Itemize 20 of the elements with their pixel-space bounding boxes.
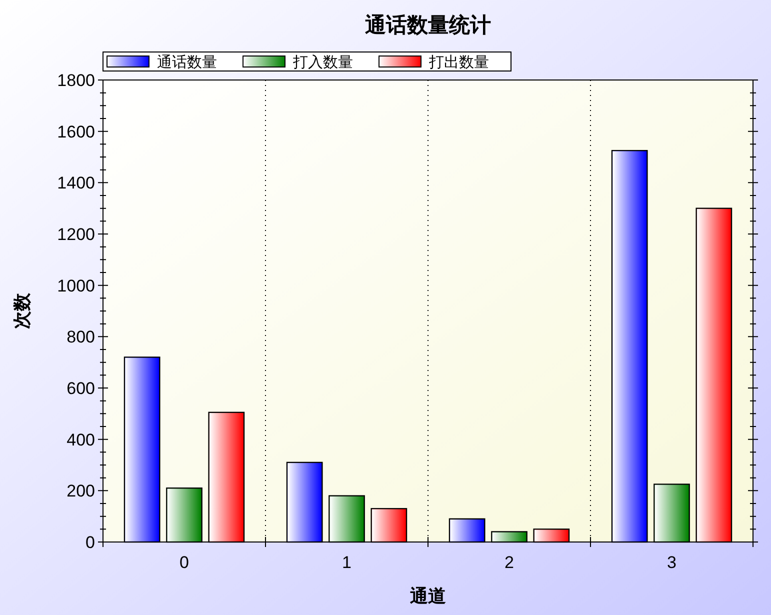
chart-title: 通话数量统计 — [364, 13, 491, 37]
y-tick-label: 1000 — [57, 276, 95, 296]
y-tick-label: 0 — [86, 533, 95, 552]
y-tick-label: 1200 — [57, 225, 95, 244]
y-tick-label: 400 — [66, 430, 95, 450]
y-tick-label: 200 — [66, 482, 95, 501]
y-tick-label: 800 — [66, 328, 95, 347]
y-tick-label: 1800 — [57, 71, 95, 90]
y-tick-label: 1600 — [57, 122, 95, 142]
x-tick-label: 2 — [504, 553, 514, 572]
legend-label: 打入数量 — [292, 54, 353, 71]
legend-label: 通话数量 — [157, 54, 217, 71]
x-axis-title: 通道 — [409, 586, 446, 606]
x-tick-label: 3 — [667, 553, 676, 572]
y-axis-title: 次数 — [12, 292, 32, 329]
x-tick-label: 0 — [180, 553, 189, 572]
x-tick-label: 1 — [342, 553, 352, 572]
y-tick-label: 600 — [66, 379, 95, 398]
y-tick-label: 1400 — [57, 174, 95, 193]
legend-label: 打出数量 — [428, 54, 489, 71]
